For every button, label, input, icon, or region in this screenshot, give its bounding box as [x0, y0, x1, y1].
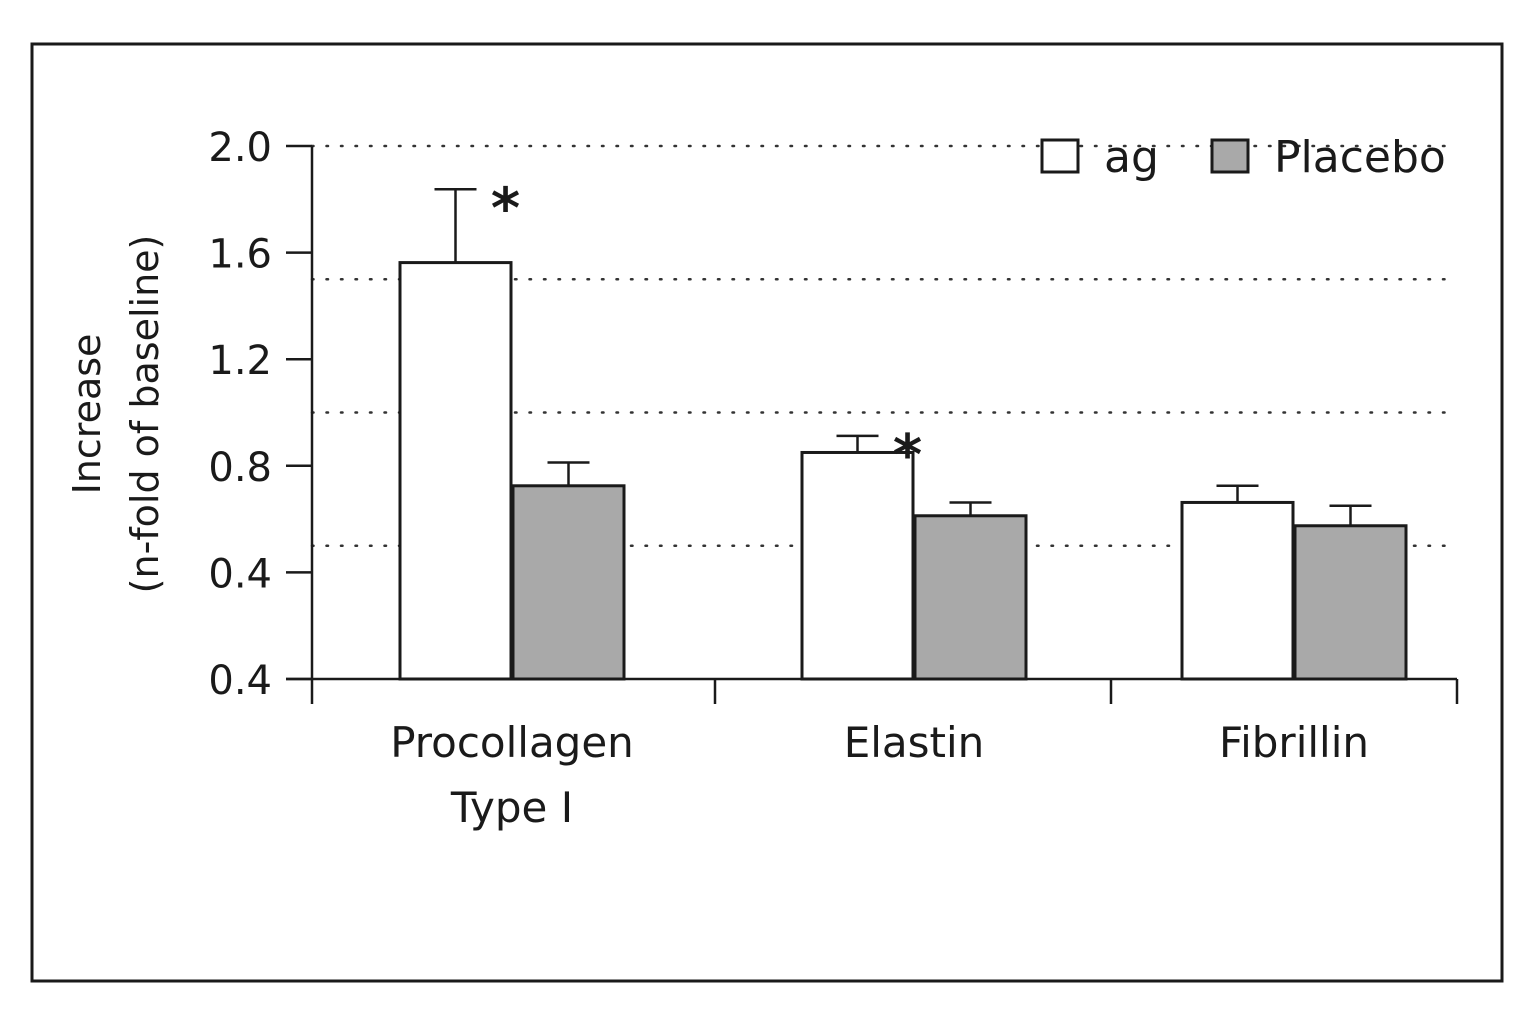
category-label: Procollagen [390, 718, 634, 767]
bar-ag-2 [1180, 500, 1295, 681]
y-axis-title-line2: (n-fold of baseline) [123, 235, 167, 594]
labels: * Procollagen Type I * Elastin Fibrillin 0.4 0.… [65, 125, 1369, 832]
bar-placebo-0 [511, 484, 626, 681]
bar-placebo-2 [1293, 524, 1408, 681]
category-label: Fibrillin [1219, 718, 1369, 767]
legend-swatch-placebo [1210, 138, 1250, 174]
bar-placebo-1 [913, 514, 1028, 681]
y-tick-label: 0.4 [208, 658, 272, 704]
bars [398, 188, 1408, 681]
y-tick-label: 1.6 [208, 232, 272, 278]
y-axis-title-line1: Increase [65, 334, 109, 495]
category-label: Elastin [844, 718, 985, 767]
y-axis-title: Increase (n-fold of baseline) [65, 235, 167, 594]
significance-marker: * [491, 176, 520, 241]
legend-label-placebo: Placebo [1274, 132, 1446, 183]
y-tick-label: 0.8 [208, 445, 272, 491]
bar-ag-1 [800, 450, 915, 681]
legend: ag Placebo [1040, 132, 1446, 183]
category-label: Type I [450, 783, 573, 832]
y-tick-label: 1.2 [208, 338, 272, 384]
axes [286, 144, 1459, 704]
legend-label-ag: ag [1104, 132, 1159, 183]
bar-ag-0 [398, 261, 513, 681]
y-tick-label: 0.4 [208, 551, 272, 597]
significance-marker: * [893, 423, 922, 488]
y-tick-label: 2.0 [208, 125, 272, 171]
legend-swatch-ag [1040, 138, 1080, 174]
